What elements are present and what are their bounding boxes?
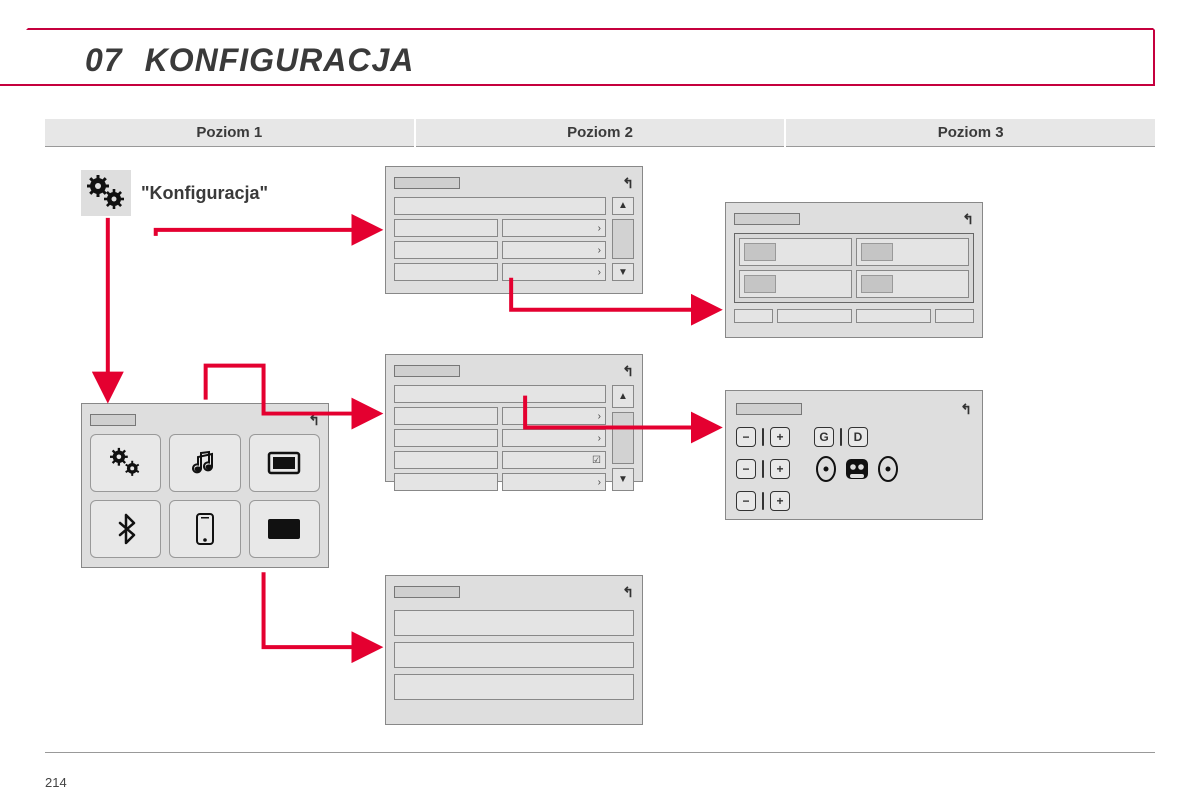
- list-item[interactable]: [394, 385, 606, 403]
- divider: [840, 428, 842, 446]
- header-cut: [0, 28, 28, 58]
- tile-option[interactable]: [856, 270, 969, 298]
- menu-display-icon[interactable]: [249, 434, 320, 492]
- list-item[interactable]: ›: [394, 241, 606, 259]
- header-banner: 07 KONFIGURACJA: [0, 28, 1155, 86]
- back-icon[interactable]: ↰: [622, 175, 634, 192]
- list-item[interactable]: ›: [394, 407, 606, 425]
- bottom-buttons: [734, 309, 974, 323]
- level3-tile-panel: ↰: [725, 202, 983, 338]
- divider: [762, 460, 764, 478]
- back-icon[interactable]: ↰: [308, 412, 320, 429]
- list-item[interactable]: [394, 610, 634, 636]
- menu-phone-icon[interactable]: [169, 500, 240, 558]
- scroll-down-icon[interactable]: ▼: [612, 263, 634, 281]
- menu-music-icon[interactable]: [169, 434, 240, 492]
- menu-settings-icon[interactable]: [90, 434, 161, 492]
- plus-button[interactable]: +: [770, 459, 790, 479]
- minus-button[interactable]: −: [736, 427, 756, 447]
- panel-title-stub: [736, 403, 802, 415]
- list-item[interactable]: [394, 642, 634, 668]
- level2-list-panel-2: ↰ › › ☑ › ▲ ▼: [385, 354, 643, 482]
- list-item[interactable]: [394, 674, 634, 700]
- config-label: "Konfiguracja": [141, 183, 268, 204]
- page-title: 07 KONFIGURACJA: [85, 42, 414, 79]
- plus-button[interactable]: +: [770, 427, 790, 447]
- column-2-header: Poziom 2: [416, 119, 785, 147]
- level2-list-panel-1: ↰ › › › ▲ ▼: [385, 166, 643, 294]
- back-icon[interactable]: ↰: [622, 584, 634, 601]
- list-item[interactable]: ☑: [394, 451, 606, 469]
- tile-option[interactable]: [739, 238, 852, 266]
- scrollbar-track[interactable]: [612, 412, 634, 464]
- divider: [762, 428, 764, 446]
- list-item[interactable]: ›: [394, 219, 606, 237]
- level1-menu-panel: ↰: [81, 403, 329, 568]
- scroll-down-icon[interactable]: ▼: [612, 468, 634, 491]
- page-number: 214: [45, 775, 67, 790]
- bottom-button[interactable]: [856, 309, 931, 323]
- divider: [762, 492, 764, 510]
- menu-screen-dark-icon[interactable]: [249, 500, 320, 558]
- list-item[interactable]: [394, 197, 606, 215]
- bottom-button[interactable]: [734, 309, 773, 323]
- minus-button[interactable]: −: [736, 459, 756, 479]
- plus-button[interactable]: +: [770, 491, 790, 511]
- panel-title-stub: [394, 177, 460, 189]
- back-icon[interactable]: ↰: [622, 363, 634, 380]
- level2-list-panel-3: ↰: [385, 575, 643, 725]
- list-item[interactable]: ›: [394, 263, 606, 281]
- scroll-up-icon[interactable]: ▲: [612, 385, 634, 408]
- list-item[interactable]: ›: [394, 429, 606, 447]
- icon-grid: [90, 434, 320, 558]
- column-3-header: Poziom 3: [786, 119, 1155, 147]
- scrollbar-track[interactable]: [612, 219, 634, 259]
- scroll-up-icon[interactable]: ▲: [612, 197, 634, 215]
- panel-title-stub: [90, 414, 136, 426]
- d-button[interactable]: D: [848, 427, 868, 447]
- level3-audio-panel: ↰ − + G D − +: [725, 390, 983, 520]
- content-area: "Konfiguracja" ↰: [45, 148, 1155, 753]
- column-headers: Poziom 1 Poziom 2 Poziom 3: [45, 119, 1155, 147]
- menu-bluetooth-icon[interactable]: [90, 500, 161, 558]
- tile-option[interactable]: [739, 270, 852, 298]
- config-root-block: "Konfiguracja": [81, 170, 268, 216]
- minus-button[interactable]: −: [736, 491, 756, 511]
- back-icon[interactable]: ↰: [960, 401, 972, 418]
- panel-title-stub: [394, 586, 460, 598]
- section-title: KONFIGURACJA: [145, 42, 415, 78]
- tile-option[interactable]: [856, 238, 969, 266]
- bottom-button[interactable]: [935, 309, 974, 323]
- column-1-header: Poziom 1: [45, 119, 414, 147]
- back-icon[interactable]: ↰: [962, 211, 974, 228]
- gears-icon[interactable]: [81, 170, 131, 216]
- panel-title-stub: [394, 365, 460, 377]
- g-button[interactable]: G: [814, 427, 834, 447]
- bottom-button[interactable]: [777, 309, 852, 323]
- panel-title-stub: [734, 213, 800, 225]
- section-number: 07: [85, 42, 123, 78]
- seat-position-icon: [814, 455, 900, 483]
- list-item[interactable]: ›: [394, 473, 606, 491]
